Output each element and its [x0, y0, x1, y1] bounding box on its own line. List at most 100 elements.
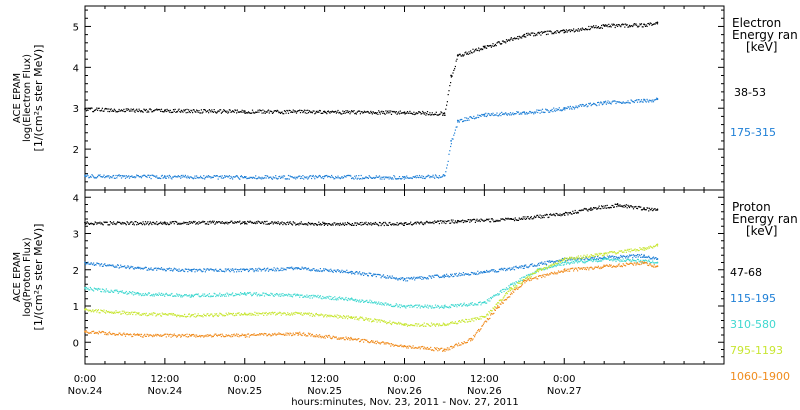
data-point [276, 313, 278, 315]
data-point [634, 206, 636, 208]
data-point [323, 315, 325, 317]
data-point [359, 273, 361, 275]
data-point [274, 332, 276, 334]
data-point [621, 251, 623, 253]
data-point [355, 112, 357, 114]
data-point [120, 290, 122, 292]
data-point [492, 296, 494, 298]
data-point [181, 222, 183, 224]
data-point [611, 258, 613, 260]
data-point [406, 112, 408, 114]
data-point [99, 221, 101, 223]
data-point [218, 176, 220, 178]
data-point [594, 258, 596, 261]
data-point [466, 117, 468, 119]
data-point [160, 294, 162, 296]
data-point [252, 314, 254, 316]
data-point [609, 259, 611, 261]
data-point [571, 260, 573, 262]
data-point [503, 113, 505, 116]
data-point [187, 175, 189, 177]
data-point [369, 341, 371, 344]
data-point [193, 268, 195, 270]
data-point [276, 223, 278, 225]
data-point [113, 333, 115, 335]
data-point [122, 223, 124, 225]
data-point [147, 314, 149, 317]
data-point [634, 260, 636, 262]
data-point [655, 244, 657, 247]
data-point [469, 53, 471, 55]
data-point [437, 304, 439, 307]
data-point [312, 294, 314, 296]
data-point [245, 294, 247, 296]
data-point [246, 293, 248, 295]
data-point [159, 335, 161, 337]
data-point [105, 108, 107, 110]
data-point [426, 175, 429, 177]
data-point [418, 325, 421, 327]
data-point [270, 176, 272, 178]
data-point [525, 266, 528, 268]
data-point [497, 293, 499, 295]
data-point [401, 278, 403, 280]
data-point [187, 111, 189, 114]
data-point [329, 112, 331, 114]
data-point [510, 287, 512, 289]
data-point [640, 259, 642, 261]
data-point [84, 308, 86, 311]
data-point [176, 336, 178, 338]
data-point [110, 289, 112, 291]
data-point [103, 331, 105, 333]
data-point [537, 216, 540, 218]
data-point [509, 40, 511, 42]
data-point [336, 222, 338, 225]
data-point [545, 31, 547, 33]
data-point [320, 297, 322, 299]
data-point [529, 218, 531, 220]
data-point [338, 112, 340, 114]
data-point [618, 205, 620, 207]
data-point [518, 35, 520, 37]
data-point [307, 221, 310, 224]
data-point [253, 314, 255, 316]
data-point [554, 31, 556, 33]
data-point [279, 222, 282, 224]
data-point [298, 294, 300, 296]
data-point [190, 296, 192, 298]
data-point [557, 264, 559, 266]
data-point [294, 268, 296, 270]
data-point [175, 111, 177, 113]
data-point [650, 22, 652, 25]
data-point [92, 111, 94, 113]
data-point [281, 175, 283, 177]
data-point [451, 304, 453, 306]
data-point [425, 277, 427, 279]
data-point [450, 140, 452, 142]
data-point [196, 335, 198, 338]
data-point [276, 267, 278, 269]
data-point [109, 109, 111, 111]
data-point [465, 305, 467, 307]
data-point [441, 305, 443, 307]
data-point [591, 104, 593, 106]
data-point [157, 109, 159, 111]
data-point [88, 263, 90, 265]
data-point [279, 311, 281, 313]
data-point [483, 113, 486, 116]
data-point [602, 259, 604, 261]
data-point [363, 272, 365, 274]
data-point [384, 321, 386, 323]
data-point [277, 268, 279, 270]
data-point [318, 336, 320, 338]
data-point [617, 252, 619, 254]
data-point [441, 112, 443, 114]
data-point [269, 294, 271, 297]
data-point [85, 286, 87, 289]
data-point [537, 31, 540, 33]
data-point [373, 273, 375, 275]
data-point [495, 219, 497, 221]
data-point [184, 174, 186, 176]
data-point [449, 323, 451, 325]
data-point [341, 269, 343, 271]
